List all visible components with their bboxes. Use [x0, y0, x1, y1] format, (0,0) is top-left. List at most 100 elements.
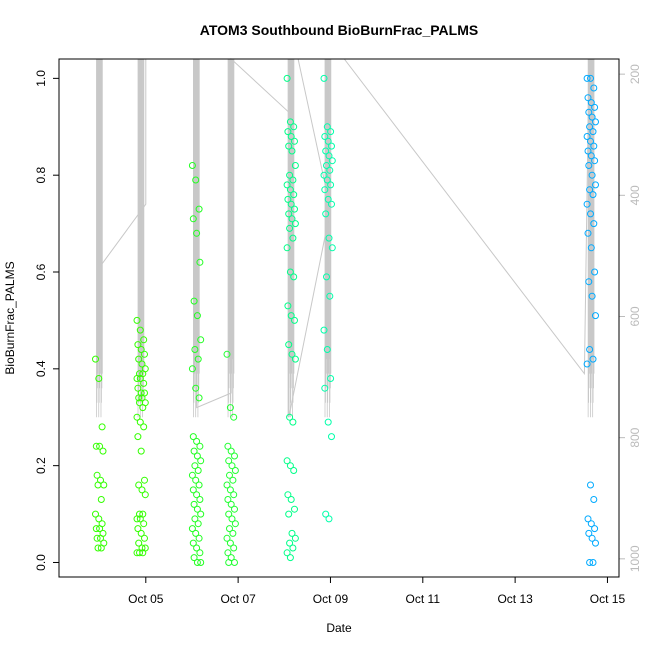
- data-point: [141, 491, 149, 499]
- data-point: [588, 292, 596, 300]
- data-point: [323, 123, 331, 131]
- data-point: [230, 544, 238, 552]
- data-point: [583, 200, 591, 208]
- data-point: [287, 200, 295, 208]
- data-point: [140, 379, 148, 387]
- data-point: [286, 186, 294, 194]
- data-point: [286, 539, 294, 547]
- chart-title: ATOM3 Southbound BioBurnFrac_PALMS: [200, 22, 478, 38]
- data-point: [195, 394, 203, 402]
- data-point: [193, 544, 201, 552]
- y2-tick-label: 1000: [628, 545, 642, 572]
- data-point: [587, 74, 594, 82]
- y-tick-label: 0.8: [34, 167, 48, 184]
- data-point: [137, 529, 145, 537]
- data-point: [191, 462, 199, 470]
- x-axis-label: Date: [326, 621, 352, 635]
- data-point: [327, 128, 335, 136]
- data-point: [587, 244, 595, 252]
- data-point: [323, 176, 331, 184]
- data-point: [286, 171, 294, 179]
- data-point: [92, 355, 99, 363]
- data-point: [225, 559, 233, 566]
- data-point: [195, 534, 203, 542]
- data-point: [322, 147, 330, 155]
- data-point: [291, 355, 299, 363]
- data-point: [289, 234, 297, 242]
- y-tick-label: 0.2: [34, 457, 48, 474]
- data-point: [189, 539, 197, 547]
- data-point: [189, 486, 197, 494]
- x-tick-label: Oct 11: [406, 592, 441, 606]
- data-point: [137, 346, 145, 353]
- data-point: [195, 205, 203, 213]
- data-point: [285, 142, 293, 150]
- x-tick-label: Oct 15: [590, 592, 626, 606]
- data-point: [328, 200, 335, 208]
- data-point: [138, 360, 146, 368]
- data-point: [137, 447, 145, 455]
- data-point: [586, 186, 594, 194]
- data-point: [190, 500, 198, 508]
- data-point: [283, 457, 291, 465]
- data-point: [320, 74, 328, 82]
- data-point: [197, 457, 205, 465]
- data-point: [283, 549, 291, 557]
- data-point: [193, 229, 201, 237]
- data-point: [321, 133, 329, 140]
- data-point: [193, 312, 201, 320]
- data-point: [97, 544, 105, 552]
- data-point: [285, 510, 293, 518]
- data-point: [188, 162, 196, 169]
- data-point: [95, 515, 103, 523]
- data-point: [285, 341, 293, 349]
- data-point: [94, 544, 102, 552]
- data-point: [592, 181, 599, 189]
- data-point: [587, 137, 594, 145]
- data-point: [589, 128, 597, 136]
- data-point: [592, 118, 599, 126]
- data-point: [284, 491, 292, 499]
- data-point: [286, 224, 294, 232]
- data-point: [93, 534, 101, 542]
- data-point: [325, 515, 333, 523]
- data-point: [95, 375, 103, 382]
- y-tick-label: 0.6: [34, 263, 48, 280]
- data-point: [192, 529, 200, 537]
- data-point: [134, 525, 142, 533]
- data-point: [223, 350, 231, 358]
- data-point: [323, 162, 330, 169]
- data-point: [283, 244, 291, 252]
- data-point: [136, 399, 143, 407]
- data-point: [325, 152, 333, 160]
- data-point: [194, 520, 202, 528]
- data-point: [226, 486, 234, 494]
- data-point: [291, 205, 298, 213]
- data-point: [193, 505, 201, 513]
- profile-lines: [96, 57, 595, 418]
- data-point: [590, 220, 598, 228]
- data-point: [100, 481, 108, 489]
- data-point: [591, 525, 599, 533]
- y-axis-label: BioBurnFrac_PALMS: [3, 261, 17, 374]
- data-point: [289, 176, 297, 184]
- data-point: [324, 418, 332, 426]
- data-point: [286, 118, 294, 126]
- data-point: [231, 452, 238, 460]
- data-point: [228, 462, 236, 470]
- data-point: [99, 447, 107, 455]
- data-point: [194, 355, 202, 363]
- y2-tick-label: 800: [628, 427, 642, 447]
- data-point: [193, 452, 201, 460]
- data-point: [196, 496, 204, 503]
- data-point: [197, 336, 205, 344]
- data-point: [291, 162, 299, 169]
- data-point: [196, 258, 204, 266]
- data-point: [135, 539, 143, 547]
- data-point: [231, 520, 239, 528]
- data-point: [328, 433, 335, 441]
- data-point: [327, 181, 335, 189]
- data-point: [133, 515, 141, 523]
- data-point: [586, 346, 594, 353]
